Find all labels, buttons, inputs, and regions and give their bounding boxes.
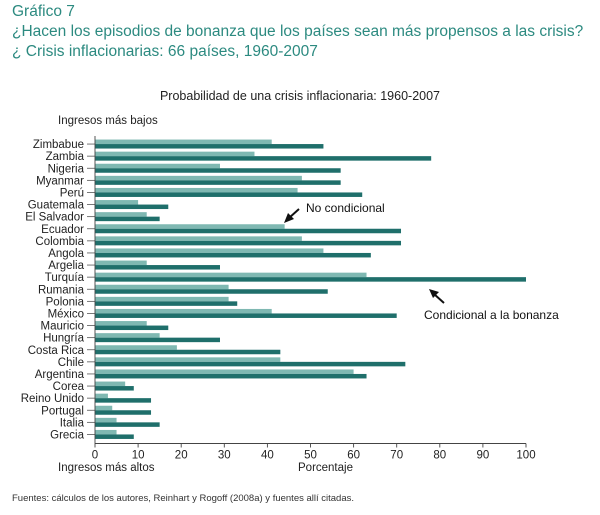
bar-no-condicional <box>95 175 302 181</box>
bar-condicional-bonanza <box>95 180 341 185</box>
category-label: Colombia <box>35 236 84 248</box>
bar-condicional-bonanza <box>95 386 134 391</box>
bar-no-condicional <box>95 296 229 302</box>
bottom-axis-note: Ingresos más altos <box>58 462 155 474</box>
bar-no-condicional <box>95 357 281 362</box>
category-label: Mauricio <box>41 321 84 333</box>
bar-condicional-bonanza <box>95 337 220 343</box>
bar-condicional-bonanza <box>95 434 134 439</box>
bar-condicional-bonanza <box>95 410 152 415</box>
arrowhead-no-condicional <box>284 213 294 223</box>
category-label: Ecuador <box>41 224 84 236</box>
x-tick-label: 60 <box>347 450 360 462</box>
bar-no-condicional <box>95 248 324 253</box>
bar-condicional-bonanza <box>95 265 220 270</box>
bar-no-condicional <box>95 321 147 326</box>
bar-no-condicional <box>95 284 229 290</box>
bar-no-condicional <box>95 212 147 217</box>
bar-condicional-bonanza <box>95 192 363 197</box>
category-label: Polonia <box>46 296 85 308</box>
bar-no-condicional <box>95 187 298 193</box>
category-label: Turquía <box>45 272 85 284</box>
bar-no-condicional <box>95 308 272 314</box>
bar-condicional-bonanza <box>95 325 169 331</box>
bar-condicional-bonanza <box>95 168 341 173</box>
bar-no-condicional <box>95 272 367 278</box>
bar-no-condicional <box>95 163 220 169</box>
bar-no-condicional <box>95 139 272 145</box>
bar-no-condicional <box>95 333 160 338</box>
figure-title: ¿Hacen los episodios de bonanza que los … <box>12 23 584 60</box>
category-label: Nigeria <box>48 163 85 175</box>
bar-condicional-bonanza <box>95 361 406 367</box>
x-tick-label: 0 <box>92 450 98 462</box>
bar-condicional-bonanza <box>95 240 402 246</box>
bar-no-condicional <box>95 417 117 423</box>
category-label: Corea <box>53 381 85 393</box>
bar-no-condicional <box>95 381 126 387</box>
bar-condicional-bonanza <box>95 349 281 355</box>
bar-condicional-bonanza <box>95 301 238 306</box>
category-label: Argentina <box>35 369 85 381</box>
category-label: Zimbabue <box>33 139 84 151</box>
category-label: Rumania <box>38 284 85 296</box>
source-note: Fuentes: cálculos de los autores, Reinha… <box>12 493 355 504</box>
x-tick-label: 40 <box>261 450 274 462</box>
category-label: México <box>48 308 84 320</box>
bar-no-condicional <box>95 236 302 241</box>
bar-no-condicional <box>95 224 285 229</box>
bar-condicional-bonanza <box>95 289 328 294</box>
category-label: Italia <box>60 417 85 429</box>
chart-title: Probabilidad de una crisis inflacionaria… <box>159 89 441 103</box>
bar-no-condicional <box>95 393 108 399</box>
bar-no-condicional <box>95 260 147 266</box>
category-label: Chile <box>58 357 84 369</box>
x-tick-label: 10 <box>132 450 145 462</box>
figure-number: Gráfico 7 <box>12 3 75 20</box>
bar-condicional-bonanza <box>95 277 526 282</box>
annotation-condicional-bonanza: Condicional a la bonanza <box>424 308 559 322</box>
category-label: Argelia <box>48 260 84 272</box>
bar-no-condicional <box>95 345 177 350</box>
bar-no-condicional <box>95 429 117 435</box>
bar-condicional-bonanza <box>95 144 324 149</box>
x-tick-label: 50 <box>304 450 317 462</box>
x-tick-label: 90 <box>477 450 490 462</box>
top-axis-note: Ingresos más bajos <box>58 115 158 127</box>
bar-no-condicional <box>95 151 255 157</box>
bar-condicional-bonanza <box>95 156 432 161</box>
bar-no-condicional <box>95 405 113 411</box>
bar-condicional-bonanza <box>95 373 367 379</box>
arrowhead-condicional-bonanza <box>429 289 439 298</box>
x-tick-label: 80 <box>433 450 446 462</box>
bar-condicional-bonanza <box>95 216 160 222</box>
x-tick-label: 20 <box>175 450 188 462</box>
category-label: Portugal <box>41 405 84 417</box>
category-label: Hungría <box>43 333 85 345</box>
bar-no-condicional <box>95 369 354 374</box>
bar-condicional-bonanza <box>95 204 169 210</box>
category-label: Zambia <box>46 151 85 163</box>
arrow-condicional-bonanza <box>433 293 445 304</box>
annotation-no-condicional: No condicional <box>306 201 385 215</box>
category-label: Perú <box>60 187 84 199</box>
bar-condicional-bonanza <box>95 252 371 258</box>
x-tick-label: 70 <box>390 450 403 462</box>
category-label: Myanmar <box>36 175 84 187</box>
category-label: Grecia <box>50 429 84 441</box>
bar-condicional-bonanza <box>95 313 397 318</box>
category-label: Costa Rica <box>28 345 85 357</box>
x-tick-label: 30 <box>218 450 231 462</box>
bar-condicional-bonanza <box>95 228 402 234</box>
bar-condicional-bonanza <box>95 398 152 403</box>
category-label: El Salvador <box>25 212 84 224</box>
category-label: Reino Unido <box>21 393 84 405</box>
x-tick-label: 100 <box>516 450 535 462</box>
category-label: Angola <box>48 248 84 260</box>
category-label: Guatemala <box>28 200 85 212</box>
x-axis-label: Porcentaje <box>298 462 353 474</box>
bar-no-condicional <box>95 200 139 205</box>
bar-condicional-bonanza <box>95 422 160 427</box>
